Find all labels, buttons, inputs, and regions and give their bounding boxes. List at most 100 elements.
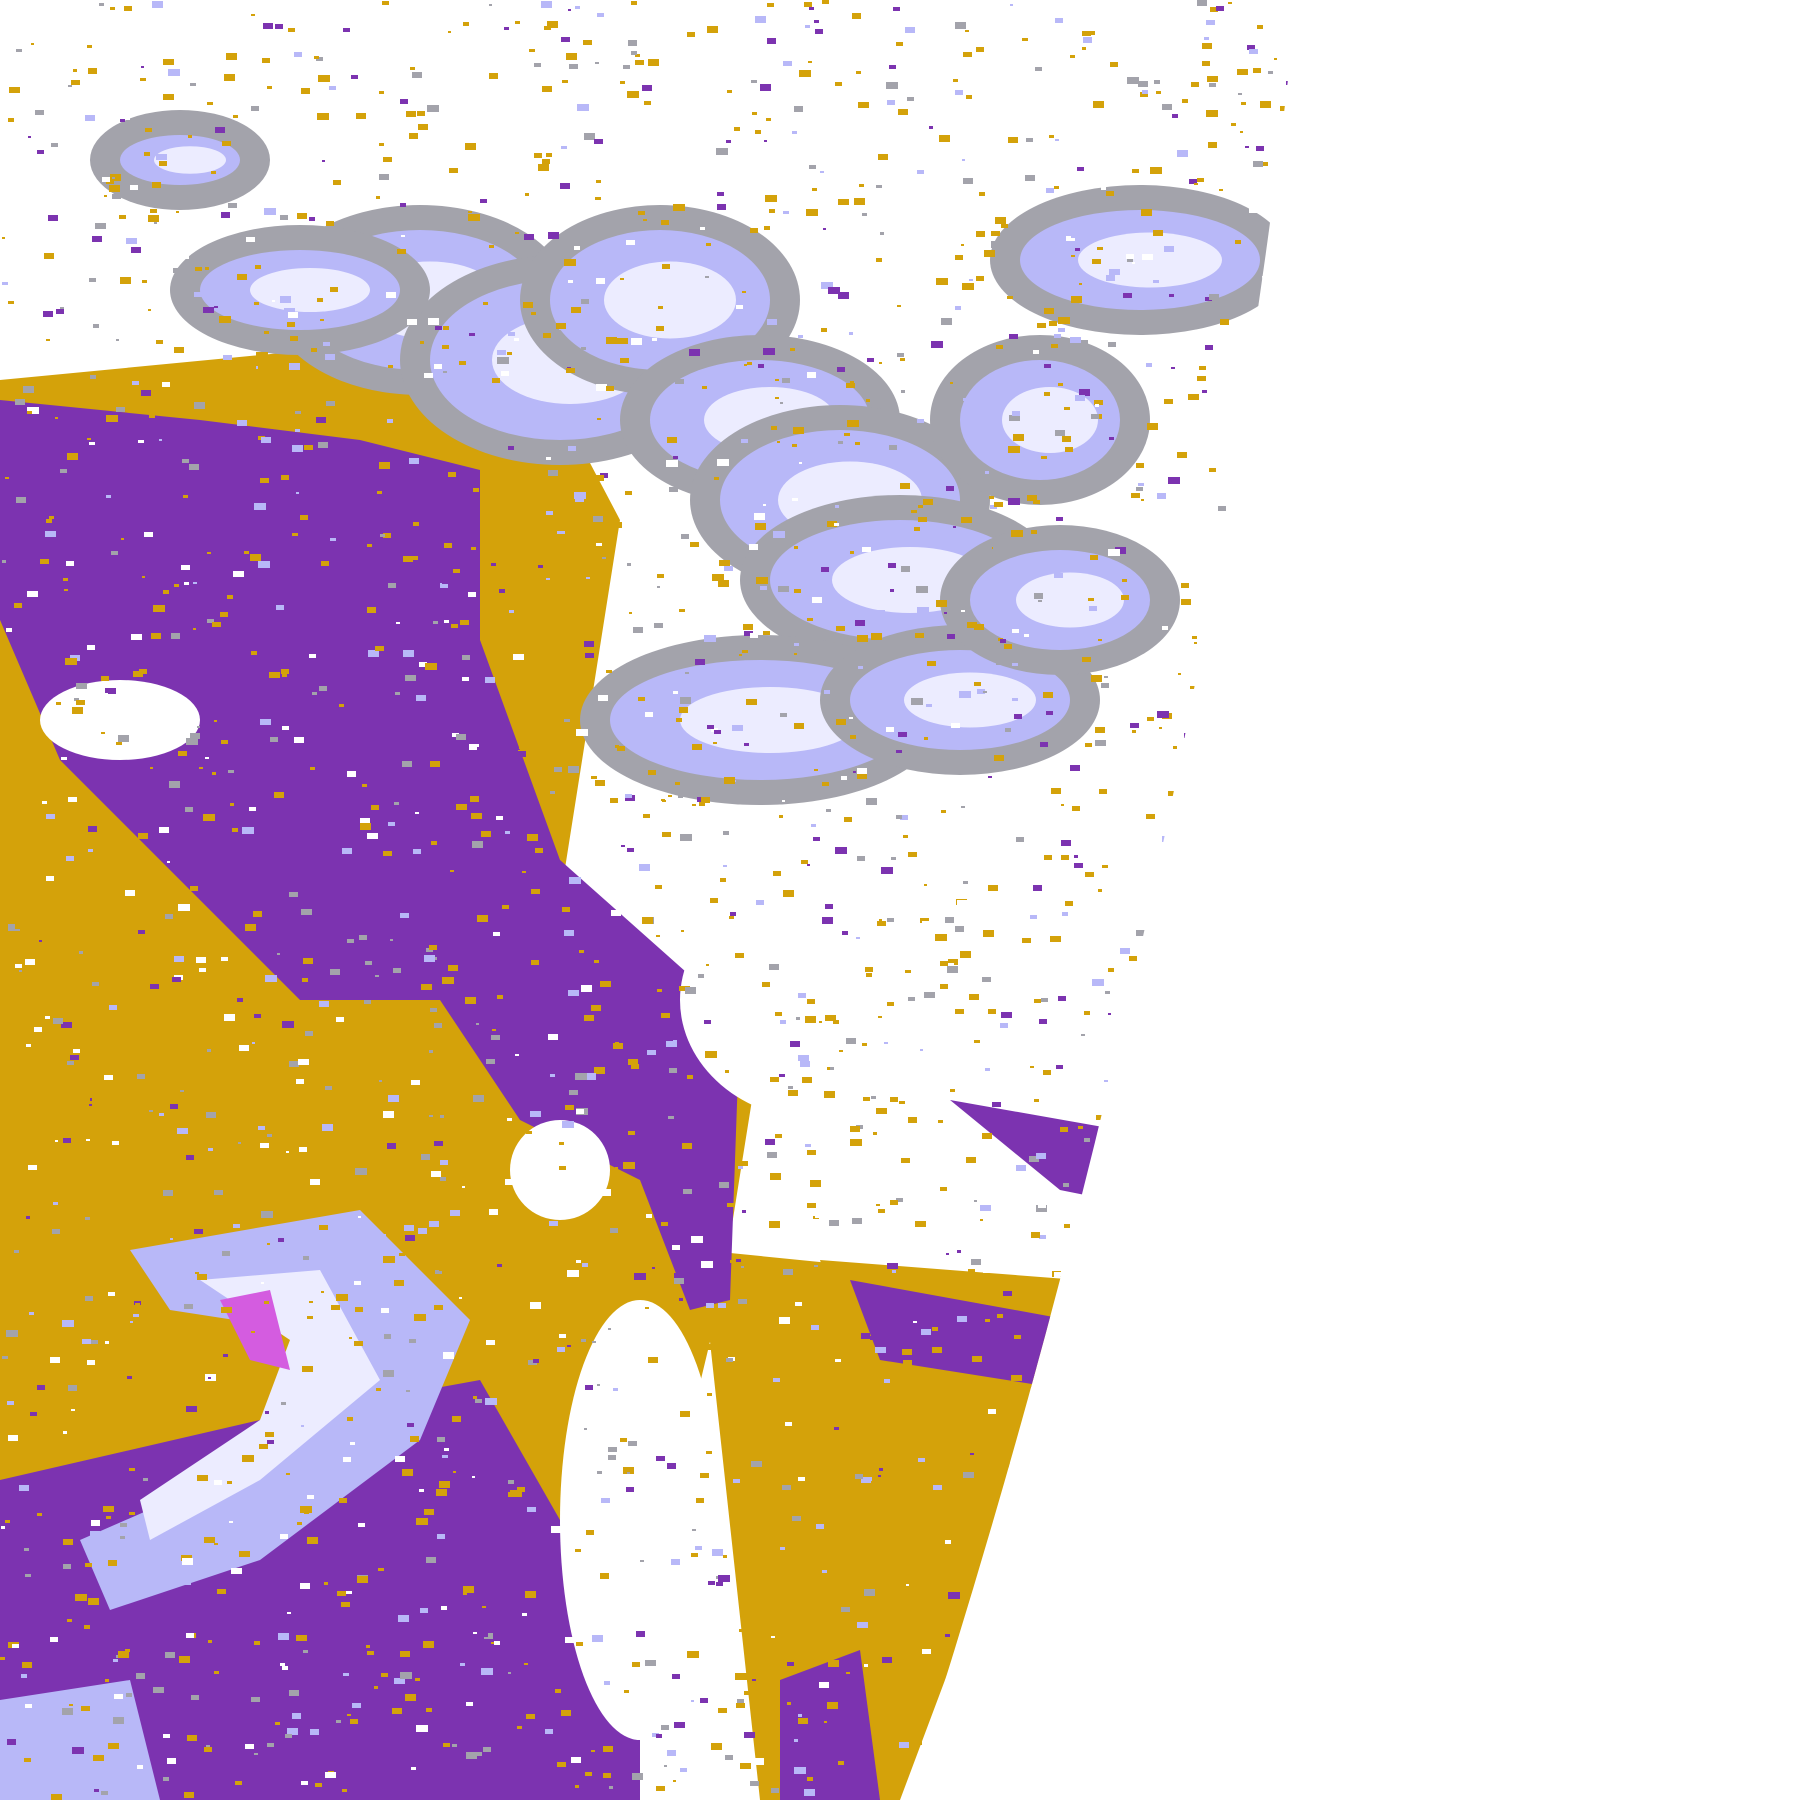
speckle xyxy=(555,1689,561,1693)
speckle xyxy=(769,964,779,970)
speckle xyxy=(1153,1041,1157,1043)
speckle xyxy=(294,1126,302,1131)
speckle xyxy=(1171,946,1180,952)
speckle xyxy=(2,560,6,563)
speckle xyxy=(1099,1224,1104,1227)
speckle xyxy=(83,176,94,182)
speckle xyxy=(885,1553,890,1556)
speckle xyxy=(730,1260,734,1263)
speckle xyxy=(515,232,519,234)
speckle xyxy=(459,1297,462,1299)
speckle xyxy=(871,1096,876,1099)
speckle xyxy=(679,986,687,991)
speckle xyxy=(767,319,777,325)
speckle xyxy=(1207,1383,1212,1386)
speckle xyxy=(347,1417,353,1421)
speckle xyxy=(824,1091,835,1098)
speckle xyxy=(819,1682,829,1688)
speckle xyxy=(1289,1005,1294,1008)
speckle xyxy=(252,1042,255,1044)
speckle xyxy=(1288,844,1297,851)
speckle xyxy=(205,1330,213,1335)
speckle xyxy=(997,1314,1003,1318)
speckle xyxy=(775,1279,784,1284)
speckle xyxy=(421,984,432,990)
speckle xyxy=(272,447,277,450)
speckle xyxy=(267,1134,272,1137)
speckle xyxy=(486,1059,495,1064)
speckle xyxy=(452,733,459,737)
speckle xyxy=(575,1785,579,1788)
speckle xyxy=(992,1102,1001,1107)
speckle xyxy=(1298,457,1303,460)
speckle xyxy=(669,487,678,492)
speckle xyxy=(87,645,95,650)
speckle xyxy=(150,767,153,769)
speckle xyxy=(971,1259,981,1265)
speckle xyxy=(1050,1779,1058,1784)
speckle xyxy=(924,992,935,998)
speckle xyxy=(681,930,684,932)
speckle xyxy=(735,953,744,958)
speckle xyxy=(652,338,657,341)
speckle xyxy=(664,1765,667,1767)
speckle xyxy=(903,835,908,838)
speckle xyxy=(1257,394,1268,400)
speckle xyxy=(1153,1661,1165,1668)
speckle xyxy=(1246,414,1258,421)
speckle xyxy=(360,1196,372,1203)
speckle xyxy=(282,1564,289,1568)
speckle xyxy=(118,735,129,742)
speckle xyxy=(289,892,298,897)
speckle xyxy=(568,446,576,451)
speckle xyxy=(1043,1070,1051,1075)
clear-gap xyxy=(680,880,960,1120)
speckle xyxy=(260,1143,269,1148)
speckle xyxy=(0,1434,11,1440)
speckle xyxy=(1256,146,1264,151)
speckle xyxy=(1266,572,1278,579)
speckle xyxy=(1230,615,1235,618)
speckle xyxy=(7,1401,14,1405)
speckle xyxy=(9,87,20,93)
speckle xyxy=(581,985,592,992)
speckle xyxy=(376,1388,381,1391)
speckle xyxy=(1268,418,1275,422)
speckle xyxy=(383,1256,395,1263)
speckle xyxy=(676,718,682,722)
speckle xyxy=(1253,161,1263,167)
speckle xyxy=(533,139,540,143)
speckle xyxy=(141,495,150,500)
speckle xyxy=(1094,400,1103,405)
speckle xyxy=(125,28,134,33)
speckle xyxy=(597,1471,602,1474)
speckle xyxy=(903,1360,912,1365)
speckle xyxy=(987,165,991,167)
speckle xyxy=(549,1221,558,1226)
speckle xyxy=(367,544,372,547)
speckle xyxy=(168,1215,171,1217)
speckle xyxy=(751,80,757,83)
speckle xyxy=(246,237,255,242)
speckle xyxy=(1070,1648,1079,1653)
speckle xyxy=(1270,1196,1277,1200)
speckle xyxy=(1049,321,1057,326)
speckle xyxy=(1039,1235,1046,1239)
speckle xyxy=(413,522,419,526)
speckle xyxy=(410,67,415,70)
speckle xyxy=(1131,1221,1142,1227)
speckle xyxy=(866,798,877,805)
speckle xyxy=(404,1225,414,1231)
speckle xyxy=(825,929,834,935)
speckle xyxy=(1235,240,1241,244)
speckle xyxy=(46,519,52,523)
speckle xyxy=(963,881,968,884)
speckle xyxy=(636,1260,647,1266)
speckle xyxy=(574,492,586,499)
speckle xyxy=(584,1073,596,1080)
speckle xyxy=(1150,1640,1157,1644)
speckle xyxy=(1016,837,1024,842)
speckle xyxy=(900,1677,911,1684)
speckle xyxy=(1115,547,1126,554)
speckle xyxy=(495,52,501,56)
